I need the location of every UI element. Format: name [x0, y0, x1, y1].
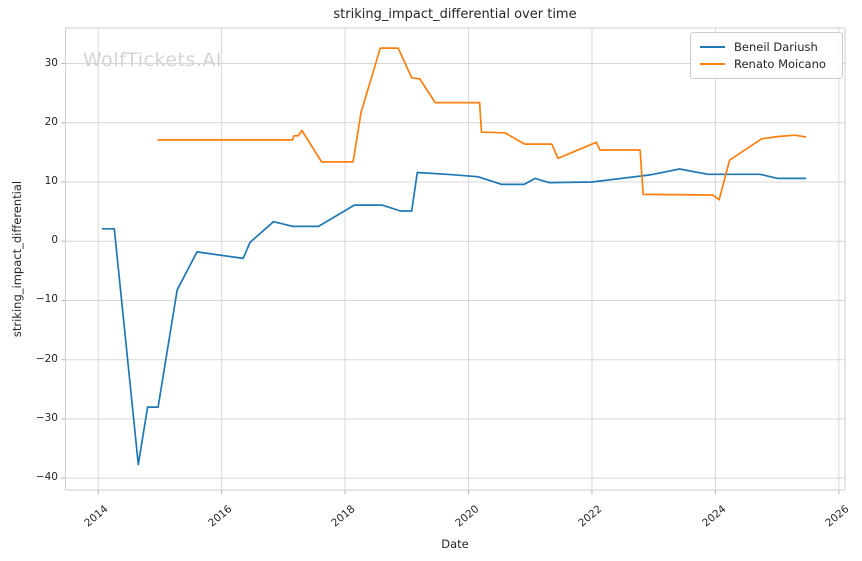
y-tick-label: −10	[35, 293, 58, 306]
legend-line-swatch	[700, 62, 725, 65]
y-tick-label: 30	[44, 56, 58, 69]
y-tick-label: −30	[35, 411, 58, 424]
chart-title: striking_impact_differential over time	[333, 7, 577, 22]
legend-entry: Beneil Dariush	[700, 38, 833, 55]
y-tick-label: −40	[35, 471, 58, 484]
legend-label: Beneil Dariush	[734, 39, 818, 54]
watermark: WolfTickets.AI	[83, 49, 223, 71]
y-axis-label: striking_impact_differential	[10, 180, 24, 338]
y-tick-label: 10	[44, 175, 58, 187]
legend-line-swatch	[700, 45, 725, 48]
y-tick-label: 20	[44, 115, 58, 128]
y-tick-label: 0	[51, 234, 58, 247]
legend-label: Renato Moicano	[734, 56, 826, 71]
legend-entry: Renato Moicano	[700, 55, 833, 72]
legend: Beneil Dariush Renato Moicano	[690, 32, 843, 79]
y-tick-label: −20	[35, 352, 58, 365]
x-axis-label: Date	[441, 537, 469, 551]
